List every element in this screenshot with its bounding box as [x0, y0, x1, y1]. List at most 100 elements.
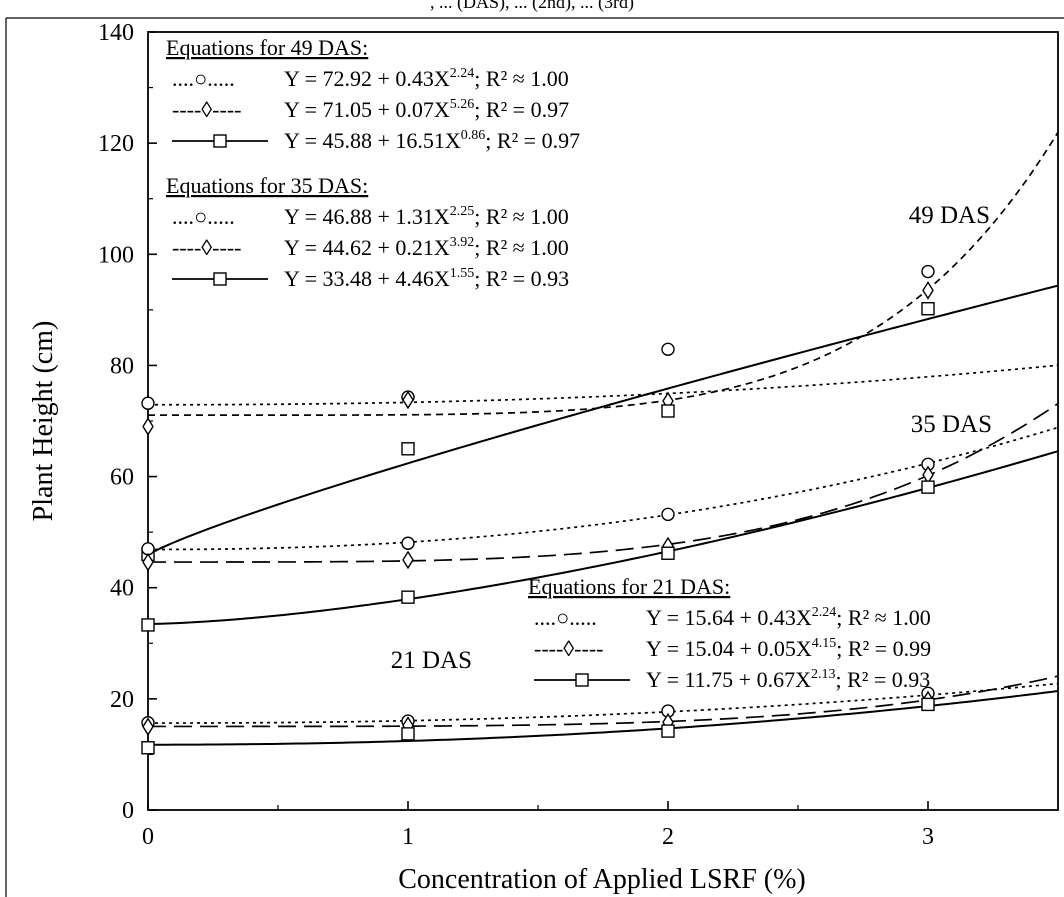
- y-tick-label: 0: [122, 798, 134, 824]
- annotation-21-das: 21 DAS: [391, 647, 472, 674]
- legend-title: Equations for 35 DAS:: [166, 173, 368, 198]
- data-point-square: [401, 590, 415, 604]
- data-point-diamond: [402, 390, 414, 410]
- y-tick-label: 20: [110, 687, 134, 713]
- equation-exponent: 3.92: [450, 235, 475, 250]
- data-point-square: [921, 480, 935, 494]
- equation-r2: ; R² = 0.93: [835, 667, 930, 692]
- equation-r2: ; R² = 0.99: [836, 636, 931, 661]
- legend-title: Equations for 21 DAS:: [528, 574, 730, 599]
- legend-line-sample: ....○.....: [172, 66, 235, 91]
- data-point-diamond: [402, 550, 414, 570]
- equation-base: Y = 15.04 + 0.05X: [646, 636, 812, 661]
- equation-exponent: 2.25: [450, 204, 475, 219]
- equation-base: Y = 15.64 + 0.43X: [646, 605, 812, 630]
- equation-r2: ; R² = 0.93: [474, 266, 569, 291]
- y-tick-label: 80: [110, 353, 134, 379]
- annotation-49-das: 49 DAS: [909, 202, 990, 229]
- legend-equation: Y = 33.48 + 4.46X1.55; R² = 0.93: [284, 266, 569, 291]
- equation-base: Y = 33.48 + 4.46X: [284, 266, 450, 291]
- legend-line-sample: ----◊----: [172, 97, 241, 122]
- data-point-square: [921, 302, 935, 316]
- data-point-square: [661, 404, 675, 418]
- x-tick-label: 2: [662, 824, 674, 850]
- equation-base: Y = 46.88 + 1.31X: [284, 204, 450, 229]
- legend-equation: Y = 71.05 + 0.07X5.26; R² = 0.97: [284, 97, 569, 122]
- annotation-35-das: 35 DAS: [911, 411, 992, 438]
- legend-equation: Y = 15.04 + 0.05X4.15; R² = 0.99: [646, 636, 931, 661]
- fit-curves: [148, 131, 1058, 746]
- legend-line-sample: ....○.....: [172, 204, 235, 229]
- fit-curve-49-das-circle: [148, 364, 1058, 406]
- fit-curve-21-das-diamond: [148, 675, 1058, 728]
- equation-exponent: 4.15: [812, 636, 837, 651]
- data-point-square: [661, 546, 675, 560]
- legend-square-marker: [213, 134, 227, 148]
- data-point-circle: [401, 536, 415, 550]
- y-tick-label: 60: [110, 465, 134, 491]
- y-tick-label: 100: [98, 242, 134, 268]
- legend-square-marker: [213, 272, 227, 286]
- legend-line-sample: ----◊----: [534, 636, 603, 661]
- fit-curve-35-das-diamond: [148, 402, 1058, 563]
- legend-1: Equations for 49 DAS: ....○..... Y = 72.92…: [166, 35, 580, 153]
- legend-3: Equations for 21 DAS: ....○..... Y = 15.64…: [528, 574, 931, 692]
- data-point-diamond: [142, 417, 154, 436]
- equation-r2: ; R² = 0.97: [474, 97, 569, 122]
- legend-equation: Y = 44.62 + 0.21X3.92; R² ≈ 1.00: [284, 235, 569, 260]
- x-axis: 0 1 2 3: [142, 801, 934, 850]
- equation-r2: ; R² ≈ 1.00: [474, 235, 568, 260]
- legend-equation: Y = 15.64 + 0.43X2.24; R² ≈ 1.00: [646, 605, 931, 630]
- legend-equation: Y = 46.88 + 1.31X2.25; R² ≈ 1.00: [284, 204, 569, 229]
- data-point-square: [401, 727, 415, 741]
- data-point-diamond: [922, 281, 934, 300]
- equation-exponent: 2.13: [811, 667, 836, 682]
- data-point-square: [141, 618, 155, 632]
- legend-line-sample: ----◊----: [172, 235, 241, 260]
- equation-base: Y = 11.75 + 0.67X: [646, 667, 811, 692]
- x-tick-label: 3: [922, 824, 934, 850]
- equation-r2: ; R² ≈ 1.00: [474, 204, 568, 229]
- equation-exponent: 0.86: [461, 128, 486, 143]
- x-tick-label: 1: [402, 824, 414, 850]
- fit-curve-35-das-circle: [148, 426, 1058, 551]
- data-point-square: [401, 442, 415, 456]
- data-point-circle: [661, 507, 675, 522]
- fit-curve-49-das-square: [148, 284, 1058, 556]
- y-tick-label: 40: [110, 576, 134, 602]
- y-tick-label: 140: [98, 20, 134, 46]
- equation-exponent: 2.24: [450, 66, 475, 81]
- data-point-diamond: [142, 717, 154, 736]
- equation-base: Y = 71.05 + 0.07X: [284, 97, 450, 122]
- equation-exponent: 2.24: [812, 605, 837, 620]
- data-point-circle: [921, 264, 935, 279]
- legend-equation: Y = 11.75 + 0.67X2.13; R² = 0.93: [646, 667, 930, 692]
- fit-curve-35-das-square: [148, 450, 1058, 625]
- y-axis-label: Plant Height (cm): [28, 321, 59, 522]
- data-point-square: [921, 697, 935, 712]
- equation-r2: ; R² ≈ 1.00: [474, 66, 568, 91]
- fit-curve-21-das-circle: [148, 682, 1058, 724]
- equation-exponent: 1.55: [450, 266, 475, 281]
- legend-equation: Y = 45.88 + 16.51X0.86; R² = 0.97: [284, 128, 580, 153]
- legend-square-marker: [575, 673, 589, 687]
- data-point-diamond: [142, 552, 154, 572]
- data-point-circle: [141, 396, 155, 410]
- equation-base: Y = 45.88 + 16.51X: [284, 128, 461, 153]
- data-points: [141, 264, 935, 755]
- data-point-square: [141, 741, 155, 755]
- y-axis: 0 20 40 60 80 100 120 140: [98, 20, 157, 824]
- data-point-circle: [661, 342, 675, 357]
- equation-base: Y = 72.92 + 0.43X: [284, 66, 450, 91]
- equation-exponent: 5.26: [450, 97, 475, 112]
- data-point-square: [661, 724, 675, 738]
- y-tick-label: 120: [98, 131, 134, 157]
- x-axis-label: Concentration of Applied LSRF (%): [398, 864, 806, 895]
- legend-title: Equations for 49 DAS:: [166, 35, 368, 60]
- legend-equation: Y = 72.92 + 0.43X2.24; R² ≈ 1.00: [284, 66, 569, 91]
- top-caption-fragment: , ... (DAS), ... (2nd), ... (3rd): [430, 0, 634, 13]
- equation-base: Y = 44.62 + 0.21X: [284, 235, 450, 260]
- x-tick-label: 0: [142, 824, 154, 850]
